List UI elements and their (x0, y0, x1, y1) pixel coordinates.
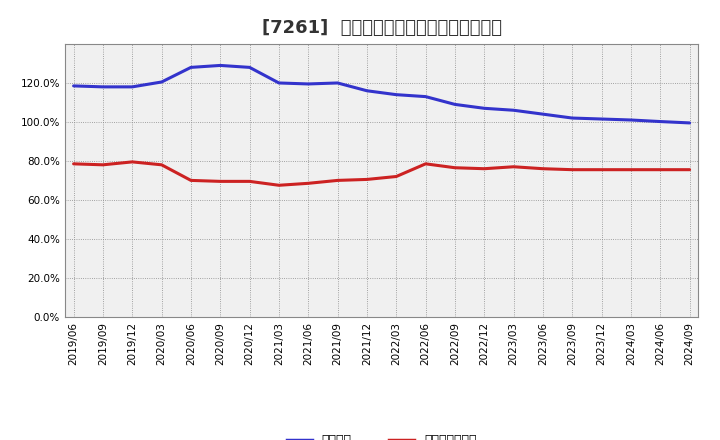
Legend: 固定比率, 固定長期適合率: 固定比率, 固定長期適合率 (282, 429, 482, 440)
Title: [7261]  固定比率、固定長期適合率の推移: [7261] 固定比率、固定長期適合率の推移 (261, 19, 502, 37)
